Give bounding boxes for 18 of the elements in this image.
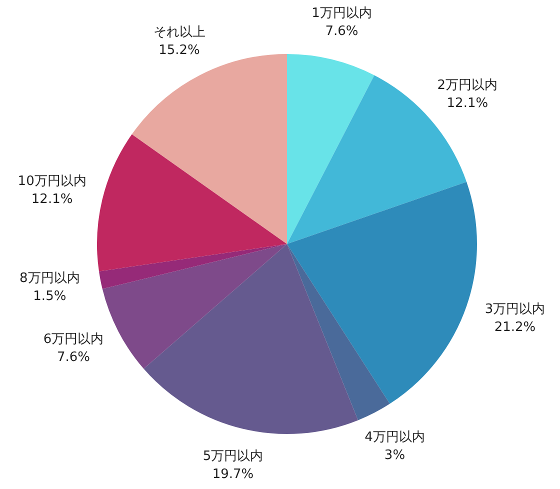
data-label: 12.1%	[31, 192, 73, 208]
data-label: 15.2%	[158, 42, 200, 58]
slice-label: 1万円以内	[312, 6, 372, 21]
data-label: 1.5%	[33, 288, 66, 304]
slice-label: 8万円以内	[20, 270, 80, 286]
data-label: 7.6%	[325, 24, 358, 39]
slice-label: 6万円以内	[43, 332, 104, 348]
slice-label: 5万円以内	[202, 449, 264, 464]
slice-label: 4万円以内	[364, 430, 425, 445]
data-label: 21.2%	[494, 320, 536, 335]
data-label: 12.1%	[446, 96, 488, 112]
data-label: 19.7%	[212, 467, 254, 482]
slice-label: 3万円以内	[484, 302, 546, 317]
slice-label: 2万円以内	[437, 78, 498, 94]
slice-label: それ以上	[153, 24, 206, 40]
data-label: 7.6%	[56, 350, 90, 366]
data-label: 3%	[384, 448, 406, 463]
slice-label: 10万円以内	[18, 174, 86, 190]
